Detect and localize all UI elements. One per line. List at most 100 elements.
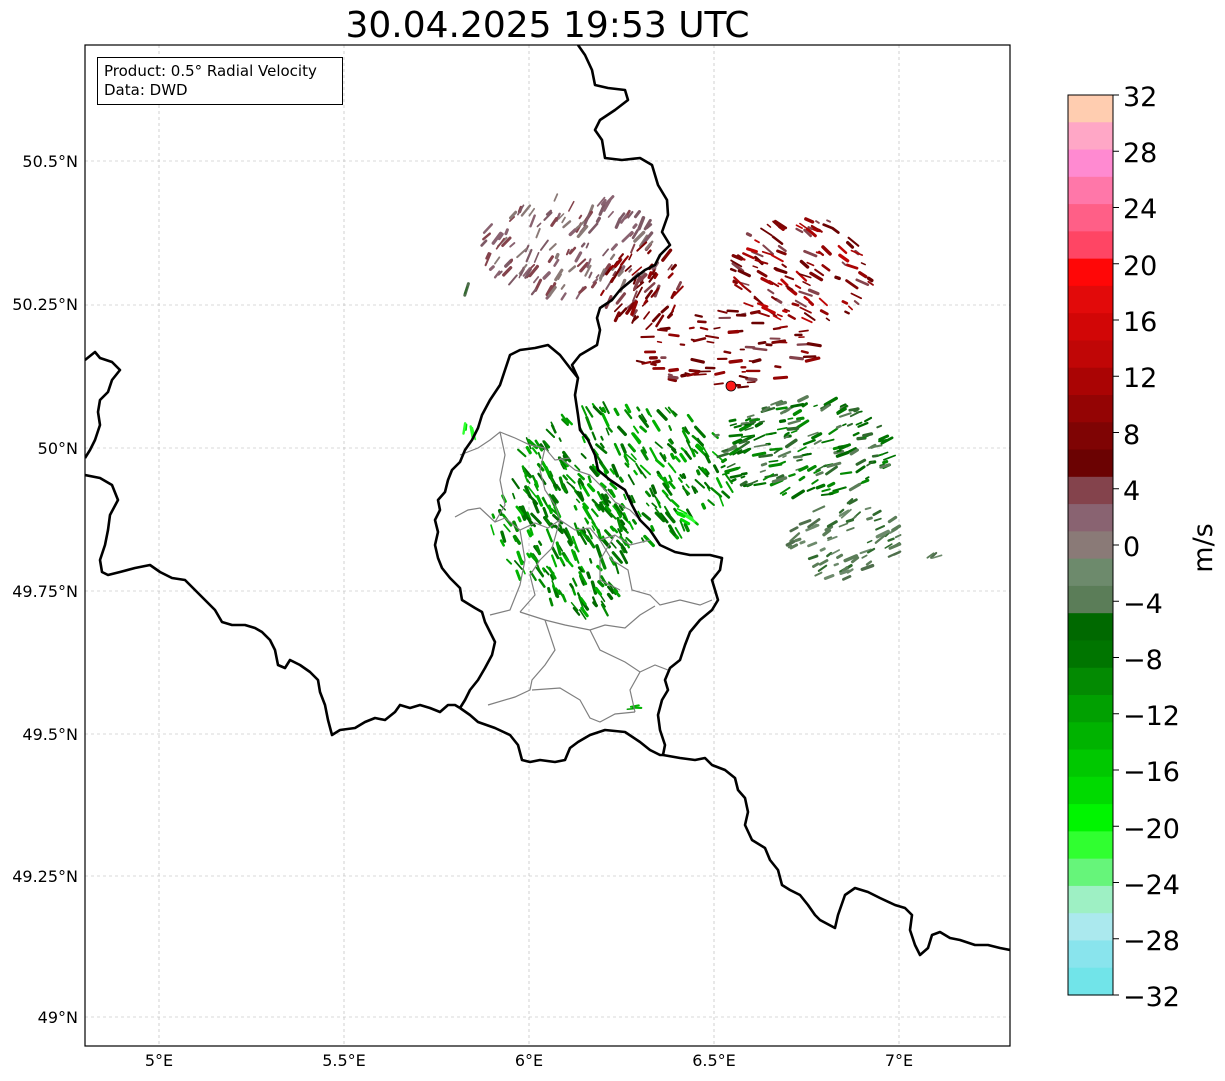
velocity-echo: [550, 507, 558, 515]
velocity-echo: [743, 302, 754, 308]
velocity-echo: [633, 469, 638, 476]
velocity-echo: [557, 213, 565, 220]
velocity-echo: [599, 501, 605, 511]
velocity-echo: [643, 534, 656, 548]
velocity-echo: [815, 483, 826, 490]
velocity-echo: [721, 448, 729, 453]
velocity-echo: [801, 452, 812, 457]
velocity-echo: [576, 258, 587, 268]
velocity-echo: [561, 418, 569, 426]
velocity-echo: [754, 259, 769, 265]
velocity-echo: [746, 381, 756, 384]
velocity-echo: [637, 466, 647, 479]
velocity-echo: [772, 326, 782, 331]
velocity-echo: [617, 511, 622, 519]
velocity-echo: [577, 480, 581, 486]
velocity-echo: [745, 376, 758, 382]
velocity-echo: [490, 524, 495, 536]
velocity-echo: [499, 504, 506, 511]
velocity-echo: [879, 463, 891, 469]
velocity-echo: [633, 230, 646, 243]
velocity-echo: [863, 416, 873, 423]
velocity-echo: [595, 453, 603, 464]
velocity-echo: [639, 425, 648, 433]
velocity-echo: [731, 261, 745, 273]
velocity-echo: [602, 268, 608, 276]
velocity-echo: [839, 569, 851, 575]
velocity-echo: [679, 452, 687, 463]
velocity-echo: [548, 597, 554, 607]
velocity-echo: [847, 447, 857, 453]
velocity-echo: [549, 470, 554, 478]
velocity-echo: [579, 261, 589, 273]
velocity-echo: [842, 575, 852, 581]
velocity-echo: [551, 580, 555, 585]
velocity-echo: [757, 311, 770, 318]
colorbar-segment: [1068, 176, 1113, 205]
velocity-echo: [827, 536, 833, 540]
velocity-echo: [695, 443, 704, 451]
velocity-echo: [535, 560, 541, 573]
velocity-echo: [675, 281, 682, 291]
velocity-echo: [850, 556, 860, 564]
velocity-echo: [624, 403, 632, 414]
velocity-echo: [777, 450, 792, 458]
velocity-echo: [553, 258, 560, 267]
velocity-echo: [613, 442, 622, 456]
colorbar-segment: [1068, 285, 1113, 314]
velocity-echo: [654, 441, 663, 449]
velocity-echo: [849, 448, 859, 456]
colorbar-segment: [1068, 885, 1113, 914]
velocity-echo: [807, 518, 821, 529]
velocity-echo: [645, 223, 653, 230]
velocity-echo: [620, 511, 628, 522]
velocity-echo: [599, 556, 607, 570]
velocity-echo: [703, 481, 711, 490]
velocity-echo: [578, 478, 585, 486]
velocity-echo: [853, 300, 860, 306]
velocity-echo: [537, 451, 542, 459]
velocity-echo: [683, 522, 690, 533]
product-info-box: Product: 0.5° Radial Velocity Data: DWD: [97, 57, 343, 105]
velocity-echo: [841, 300, 849, 305]
velocity-echo: [685, 483, 690, 489]
velocity-echo: [691, 485, 697, 494]
velocity-echo: [667, 375, 679, 380]
velocity-echo: [773, 219, 788, 230]
velocity-echo: [641, 231, 654, 245]
velocity-echo: [529, 553, 539, 563]
velocity-echo: [629, 444, 636, 452]
velocity-echo: [529, 527, 534, 536]
velocity-echo: [542, 496, 548, 506]
velocity-echo: [679, 473, 684, 479]
velocity-echo: [588, 271, 593, 279]
velocity-echo: [805, 227, 817, 238]
colorbar-tick-label: 0: [1123, 532, 1140, 563]
velocity-echo: [770, 399, 783, 406]
velocity-echo: [655, 497, 662, 509]
colorbar-segment: [1068, 258, 1113, 287]
velocity-echo: [846, 422, 853, 427]
velocity-echo: [677, 512, 686, 518]
velocity-echo: [619, 519, 626, 526]
velocity-echo: [774, 365, 782, 369]
velocity-echo: [862, 432, 874, 438]
velocity-echo: [578, 214, 583, 220]
colorbar-segment: [1068, 695, 1113, 723]
lat-tick-label: 50°N: [38, 439, 78, 458]
velocity-echo: [798, 519, 812, 526]
colorbar-segment: [1068, 804, 1113, 832]
velocity-echo: [850, 249, 864, 256]
map-title: 30.04.2025 19:53 UTC: [345, 5, 750, 46]
velocity-echo: [843, 554, 859, 563]
velocity-echo: [787, 544, 793, 549]
velocity-echo: [684, 450, 692, 460]
velocity-echo: [536, 222, 542, 228]
velocity-echo: [651, 269, 656, 275]
velocity-echo: [632, 277, 637, 285]
velocity-echo: [497, 270, 503, 276]
velocity-echo: [710, 487, 723, 498]
velocity-echo: [610, 541, 617, 549]
velocity-echo: [600, 198, 607, 206]
velocity-echo: [526, 517, 537, 528]
